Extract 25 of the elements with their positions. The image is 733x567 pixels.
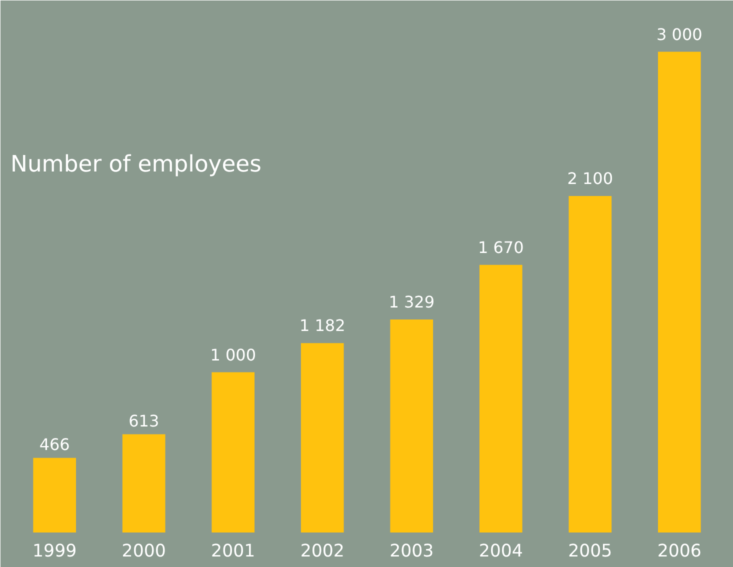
bar [33, 458, 76, 532]
data-label: 613 [128, 411, 160, 430]
bar [122, 434, 166, 532]
bar [568, 196, 612, 532]
data-label: 3 000 [656, 24, 702, 44]
bar [479, 264, 522, 532]
bar [658, 52, 701, 532]
x-tick-label: 2006 [657, 542, 702, 562]
x-tick-label: 1999 [32, 542, 77, 562]
x-tick-label: 2002 [300, 542, 344, 562]
x-tick-label: 2000 [122, 542, 166, 562]
x-tick-label: 2005 [568, 542, 612, 562]
bar [212, 372, 255, 532]
data-label: 1 182 [299, 316, 346, 336]
data-label: 1 670 [478, 238, 524, 257]
text: Number of employees [10, 152, 262, 178]
data-label: 1 329 [388, 292, 435, 312]
bar [300, 343, 344, 532]
data-label: 1 000 [210, 345, 256, 364]
data-label: 2 100 [567, 168, 614, 188]
bar [390, 320, 434, 532]
data-label: 466 [39, 434, 70, 454]
x-tick-label: 2003 [390, 542, 434, 562]
x-tick-label: 2004 [478, 542, 523, 562]
x-tick-label: 2001 [211, 542, 256, 562]
